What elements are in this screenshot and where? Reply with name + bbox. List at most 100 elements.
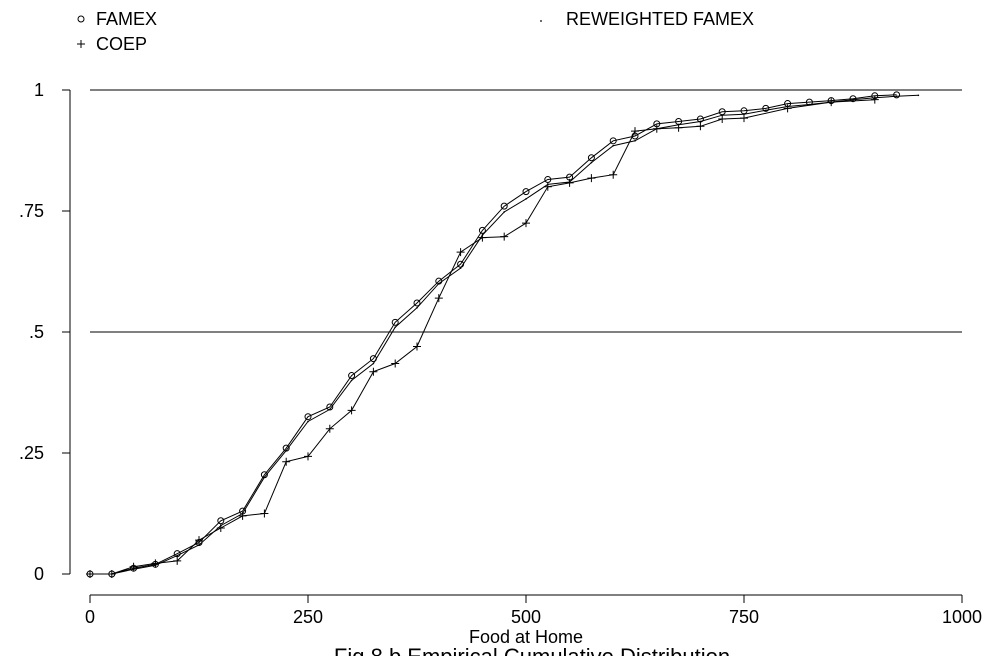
data-point-reweighted-famex xyxy=(852,98,854,101)
data-point-coep xyxy=(86,570,94,578)
data-point-coep xyxy=(391,359,400,368)
legend-marker-dot xyxy=(540,20,542,22)
data-point-coep xyxy=(543,182,552,191)
data-point-famex xyxy=(217,517,225,525)
series-coep xyxy=(86,95,879,578)
y-tick-label: .25 xyxy=(19,443,44,463)
data-point-famex xyxy=(893,91,901,99)
y-tick-label: 1 xyxy=(34,80,44,100)
data-point-famex xyxy=(587,154,595,162)
data-point-reweighted-famex xyxy=(438,282,440,285)
data-point-coep xyxy=(282,457,291,466)
data-point-coep xyxy=(456,248,465,257)
legend: FAMEX REWEIGHTED FAMEX COEP xyxy=(77,9,754,54)
y-tick-label: .5 xyxy=(29,322,44,342)
figure-caption: Fig.8.b Empirical Cumulative Distributio… xyxy=(334,644,730,656)
legend-label-famex: FAMEX xyxy=(96,9,157,29)
series-line-reweighted-famex xyxy=(90,94,919,575)
legend-item-coep: COEP xyxy=(77,34,147,54)
data-point-coep xyxy=(478,233,487,242)
data-point-coep xyxy=(609,170,618,179)
data-point-coep xyxy=(522,219,530,228)
data-point-coep xyxy=(696,122,705,131)
series-reweighted-famex xyxy=(89,94,920,575)
x-tick-label: 500 xyxy=(511,607,541,627)
reference-lines xyxy=(90,89,962,333)
data-point-reweighted-famex xyxy=(765,109,767,112)
y-tick-label: .75 xyxy=(19,201,44,221)
data-point-coep xyxy=(107,570,116,578)
legend-item-famex: FAMEX xyxy=(77,9,157,29)
data-point-coep xyxy=(718,115,727,124)
data-point-reweighted-famex xyxy=(176,554,178,557)
x-tick-label: 1000 xyxy=(942,607,982,627)
axes xyxy=(69,90,962,596)
data-point-coep xyxy=(631,127,639,136)
data-point-coep xyxy=(369,367,378,376)
data-point-coep xyxy=(827,98,836,107)
data-point-famex xyxy=(413,299,421,307)
data-point-coep xyxy=(173,556,182,565)
x-tick-label: 0 xyxy=(85,607,95,627)
data-point-famex xyxy=(500,202,508,210)
x-tick-label: 750 xyxy=(729,607,759,627)
data-point-coep xyxy=(783,104,792,113)
data-point-coep xyxy=(347,406,356,415)
data-point-coep xyxy=(304,452,312,461)
data-point-coep xyxy=(652,124,661,133)
data-point-reweighted-famex xyxy=(372,362,375,365)
series-famex xyxy=(86,91,901,578)
x-tick-label: 250 xyxy=(293,607,323,627)
data-point-coep xyxy=(195,536,203,545)
data-point-famex xyxy=(522,188,530,196)
data-point-famex xyxy=(849,95,857,103)
data-point-coep xyxy=(129,562,138,571)
data-point-reweighted-famex xyxy=(525,198,527,200)
data-point-coep xyxy=(740,114,748,123)
legend-item-reweighted-famex: REWEIGHTED FAMEX xyxy=(540,9,754,29)
data-point-reweighted-famex xyxy=(394,326,397,328)
data-point-famex xyxy=(348,372,356,380)
series-line-famex xyxy=(90,94,897,575)
data-point-reweighted-famex xyxy=(590,161,593,164)
data-point-coep xyxy=(565,178,574,187)
data-point-coep xyxy=(587,174,596,183)
legend-label-coep: COEP xyxy=(96,34,147,54)
data-point-coep xyxy=(260,509,269,518)
data-point-famex xyxy=(478,226,486,234)
legend-marker-circle xyxy=(77,15,85,23)
data-point-reweighted-famex xyxy=(285,449,288,452)
data-point-coep xyxy=(238,511,247,520)
data-point-coep xyxy=(870,95,879,104)
x-axis-label: Food at Home xyxy=(469,627,583,647)
legend-label-reweighted-famex: REWEIGHTED FAMEX xyxy=(566,9,754,29)
data-point-reweighted-famex xyxy=(895,95,898,98)
data-point-coep xyxy=(325,424,334,433)
data-point-famex xyxy=(609,137,617,145)
data-point-famex xyxy=(304,413,312,421)
data-point-reweighted-famex xyxy=(307,420,309,423)
data-point-famex xyxy=(762,104,770,112)
series-line-coep xyxy=(90,99,875,575)
data-point-famex xyxy=(544,176,552,184)
data-point-reweighted-famex xyxy=(699,120,702,123)
data-point-famex xyxy=(391,318,399,326)
legend-marker-plus xyxy=(77,40,85,48)
x-ticks: 0 250 500 750 1000 xyxy=(85,595,982,627)
data-point-coep xyxy=(413,342,421,351)
data-point-coep xyxy=(500,232,509,241)
data-point-reweighted-famex xyxy=(612,144,614,147)
data-point-reweighted-famex xyxy=(459,267,462,269)
data-point-reweighted-famex xyxy=(503,211,506,213)
data-point-reweighted-famex xyxy=(329,408,331,411)
data-point-reweighted-famex xyxy=(263,476,266,479)
series-layer xyxy=(86,91,920,578)
y-ticks: 0 .25 .5 .75 1 xyxy=(19,80,70,584)
y-tick-label: 0 xyxy=(34,564,44,584)
data-point-reweighted-famex xyxy=(416,307,418,309)
data-point-coep xyxy=(216,524,225,533)
data-point-reweighted-famex xyxy=(634,140,636,142)
data-point-coep xyxy=(151,559,160,568)
data-point-reweighted-famex xyxy=(917,94,920,97)
